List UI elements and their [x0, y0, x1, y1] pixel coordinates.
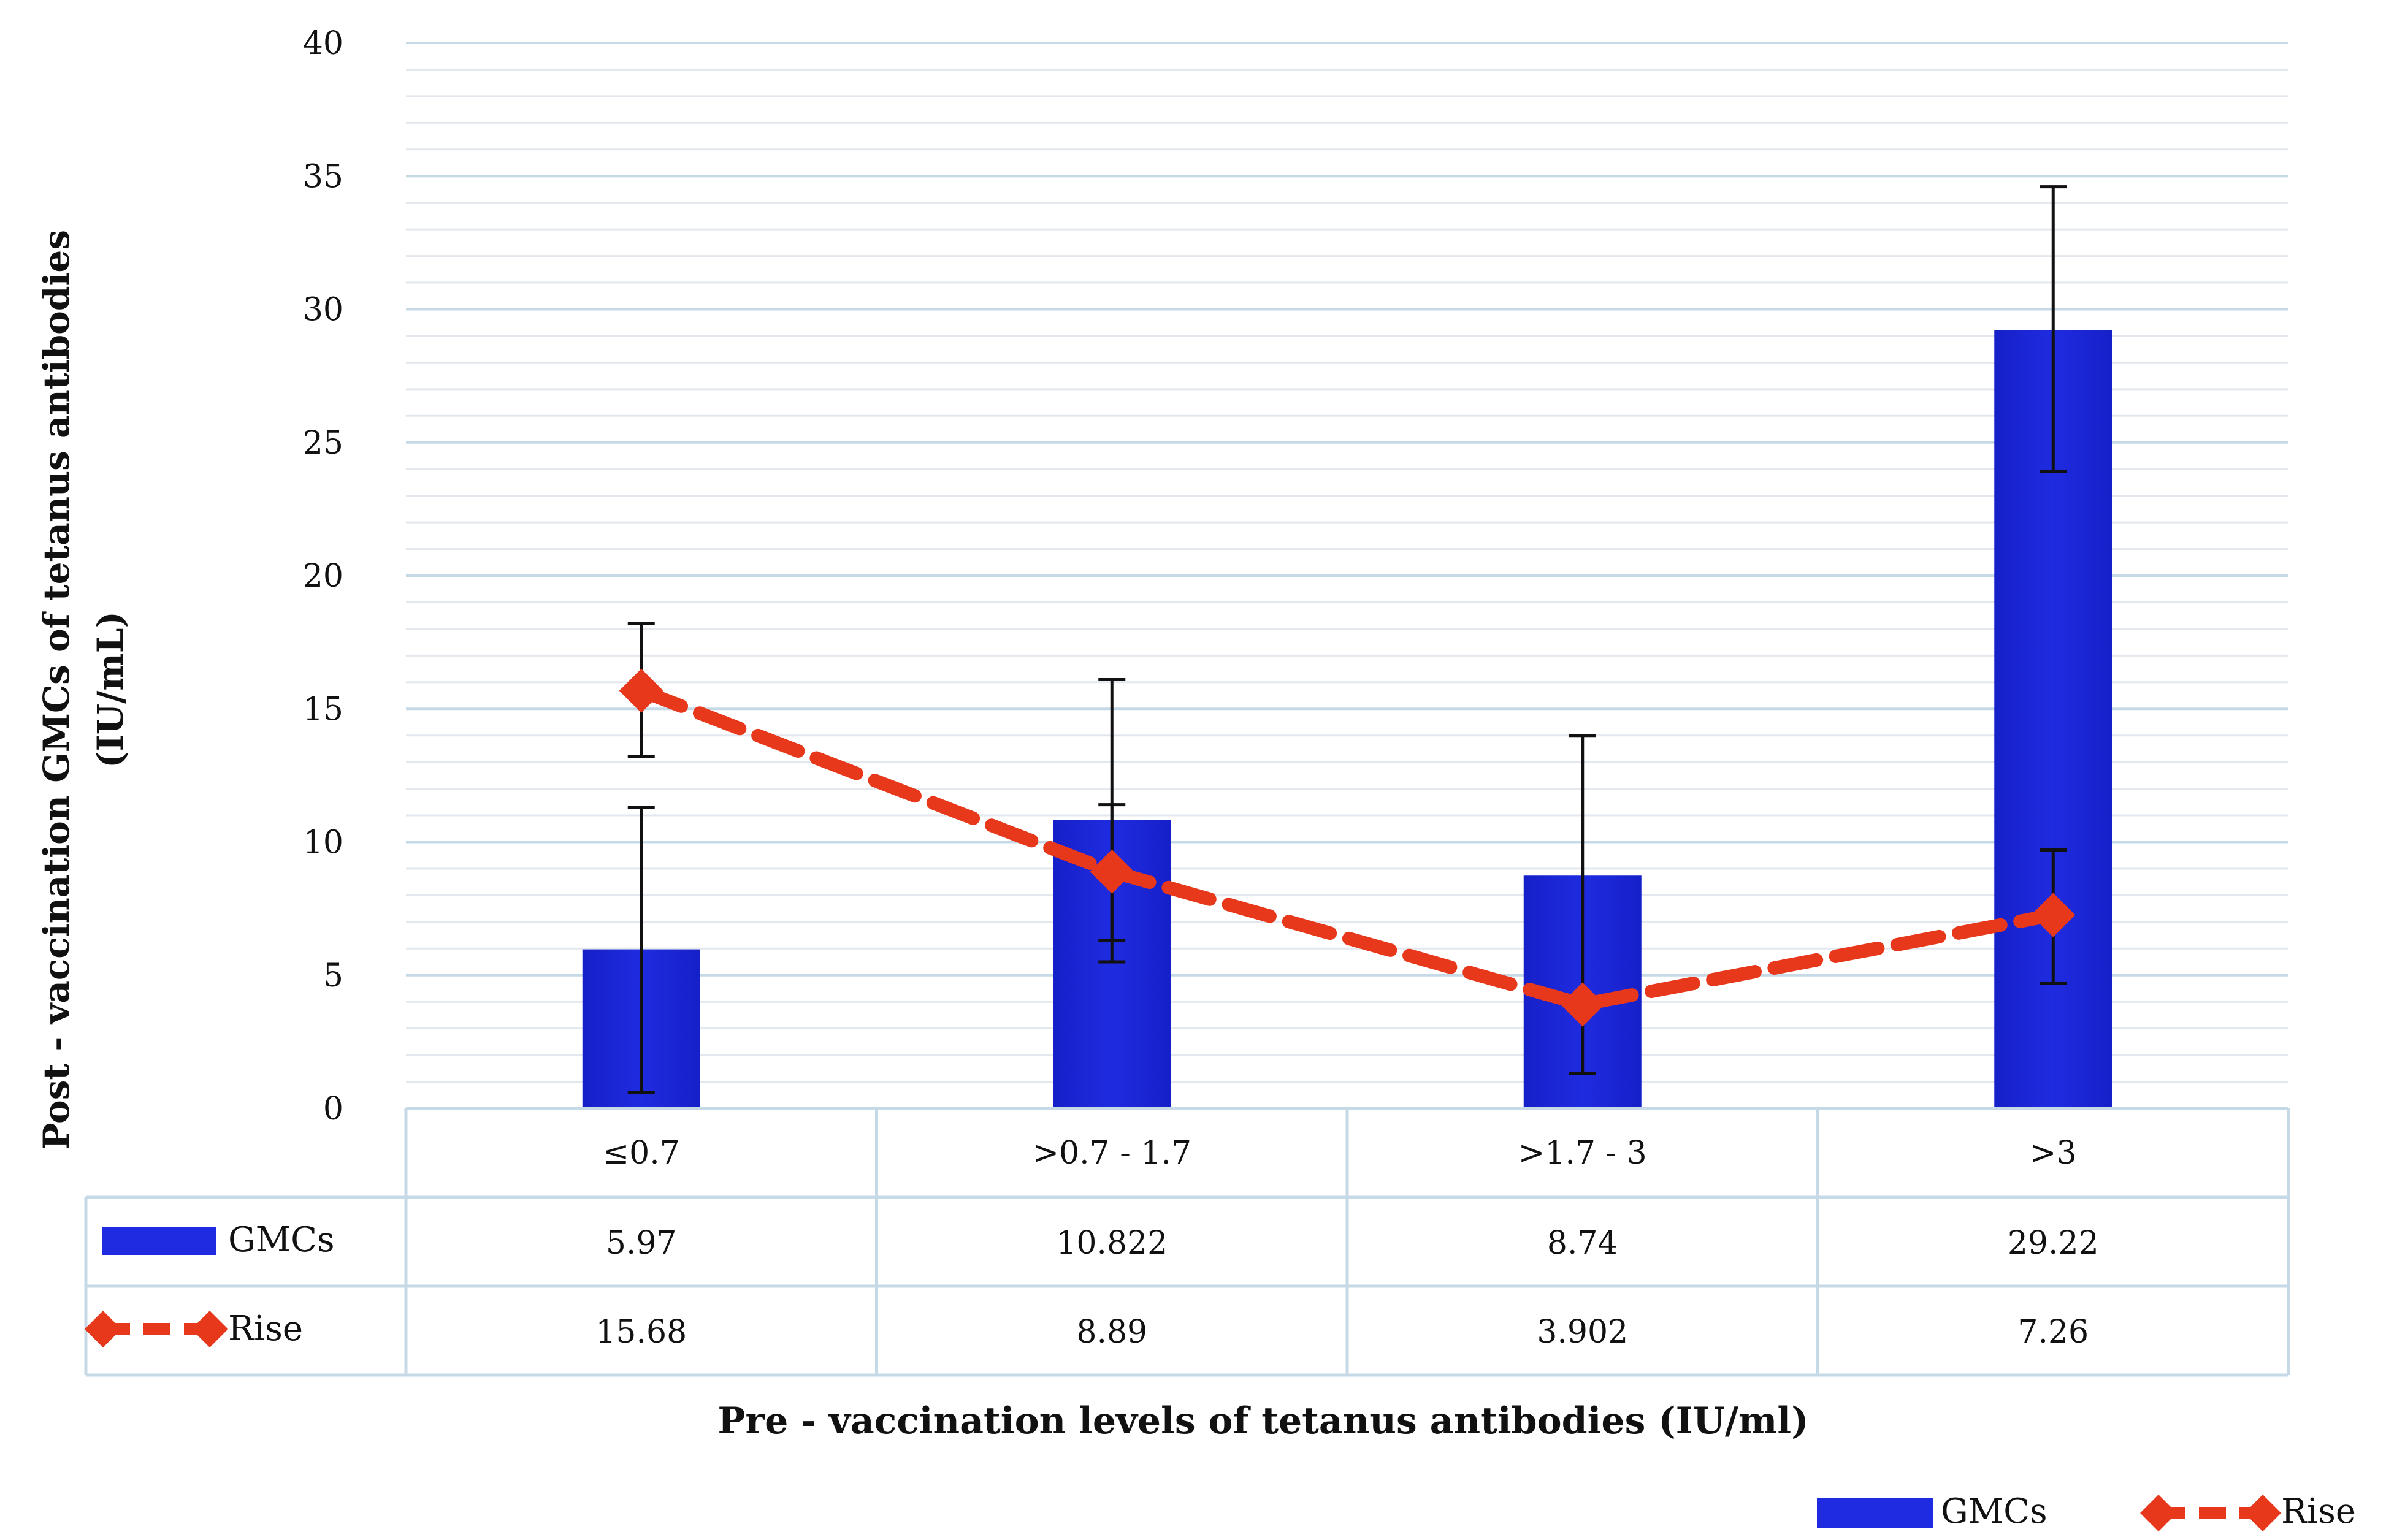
gmc-value-label: 5.97 — [606, 1225, 677, 1262]
y-tick-label: 0 — [323, 1091, 343, 1127]
y-tick-label: 35 — [303, 158, 343, 195]
rise-row-label: Rise — [228, 1309, 303, 1349]
rise-marker — [619, 668, 663, 713]
rise-key-marker — [85, 1311, 121, 1348]
y-tick-label: 25 — [303, 425, 343, 462]
rise-value-label: 15.68 — [595, 1314, 687, 1351]
y-axis-title-line2: (IU/mL) — [90, 611, 131, 768]
rise-line — [634, 684, 2060, 1012]
rise-key-marker — [2140, 1495, 2177, 1531]
legend: GMCs Rise — [1817, 1492, 2356, 1531]
legend-rise-label: Rise — [2281, 1492, 2356, 1531]
gmc-row-label: GMCs — [228, 1220, 335, 1260]
rise-marker — [2031, 893, 2076, 937]
legend-gmc-label: GMCs — [1941, 1492, 2048, 1531]
gmc-value-label: 29.22 — [2008, 1225, 2099, 1262]
bar-series — [582, 330, 2112, 1108]
y-tick-label: 15 — [303, 691, 343, 728]
gmc-row-swatch — [102, 1227, 216, 1255]
rise-value-label: 3.902 — [1537, 1314, 1628, 1351]
data-table: ≤0.7 5.97 15.68 >0.7 - 1.7 10.822 8.89 >1.7 - … — [84, 1107, 2290, 1377]
y-tick-label: 20 — [303, 558, 343, 595]
rise-value-label: 7.26 — [2017, 1314, 2089, 1351]
rise-marker — [1560, 982, 1605, 1027]
rise-marker — [1090, 849, 1134, 894]
y-tick-label: 30 — [303, 292, 343, 329]
gmc-value-label: 10.822 — [1056, 1225, 1168, 1262]
rise-key-marker — [2244, 1495, 2281, 1531]
category-label: >0.7 - 1.7 — [1032, 1135, 1191, 1172]
y-tick-label: 40 — [303, 25, 343, 62]
x-axis-title: Pre - vaccination levels of tetanus anti… — [717, 1400, 1808, 1443]
line-series — [619, 622, 2076, 1027]
category-label: >1.7 - 3 — [1518, 1135, 1647, 1172]
gmc-value-label: 8.74 — [1547, 1225, 1618, 1262]
y-tick-label: 5 — [323, 958, 343, 994]
legend-rise-key — [2140, 1495, 2281, 1531]
legend-gmc-swatch — [1817, 1498, 1933, 1528]
category-label: >3 — [2030, 1135, 2077, 1172]
rise-value-label: 8.89 — [1076, 1314, 1147, 1351]
rise-row-key — [85, 1311, 228, 1348]
y-tick-label: 10 — [303, 825, 343, 861]
y-axis-ticks: 0 5 10 15 20 25 30 35 40 — [303, 25, 343, 1127]
rise-key-marker — [191, 1311, 228, 1348]
y-axis-title-line1: Post - vaccination GMCs of tetanus antib… — [36, 230, 77, 1149]
gridlines — [406, 42, 2288, 1083]
category-label: ≤0.7 — [603, 1135, 680, 1172]
